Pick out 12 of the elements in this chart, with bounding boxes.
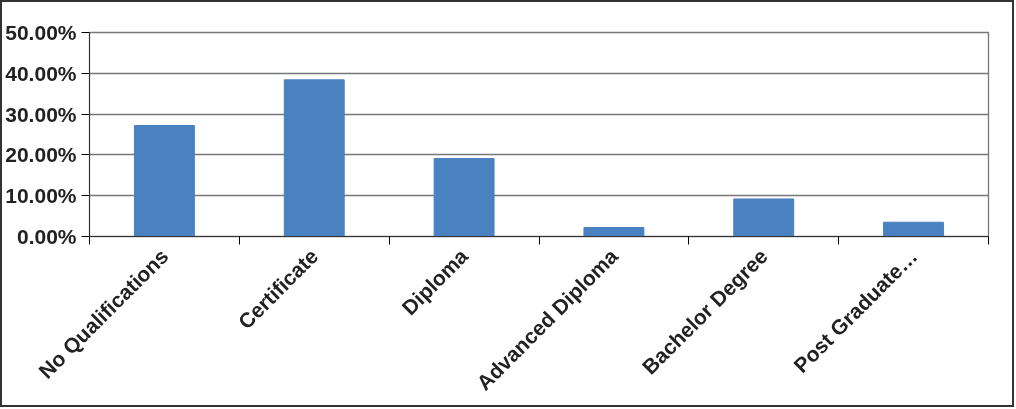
y-tick-label: 40.00% (5, 61, 77, 85)
bar (433, 158, 495, 237)
y-tick-label: 10.00% (5, 184, 77, 208)
bar (883, 221, 945, 237)
bar (733, 198, 795, 237)
y-tick-label: 30.00% (5, 102, 77, 126)
y-tick-label: 20.00% (5, 143, 77, 167)
bar (583, 227, 645, 237)
y-tick-label: 50.00% (5, 21, 77, 44)
y-tick-label: 0.00% (16, 225, 77, 248)
bar (283, 79, 345, 237)
bar (133, 125, 195, 237)
